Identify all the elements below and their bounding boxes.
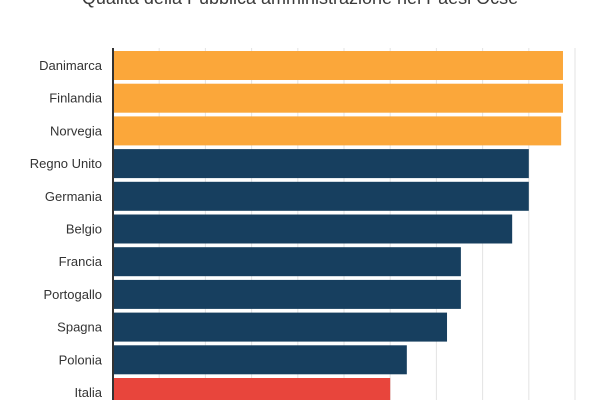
bar-regno-unito <box>114 149 529 179</box>
bar-belgio <box>114 214 513 244</box>
bar-polonia <box>114 345 407 375</box>
category-label: Belgio <box>66 222 102 237</box>
category-label: Finlandia <box>49 91 103 106</box>
category-label: Polonia <box>59 352 103 367</box>
bar-francia <box>114 247 461 277</box>
bar-spagna <box>114 312 448 342</box>
bar-norvegia <box>114 116 562 146</box>
bar-danimarca <box>114 51 563 80</box>
category-label: Spagna <box>57 320 103 335</box>
chart-title: Qualità della Pubblica amministrazione n… <box>0 0 600 9</box>
category-label: Italia <box>75 385 103 400</box>
category-label: Norvegia <box>50 123 103 138</box>
category-label: Regno Unito <box>30 156 102 171</box>
bar-germania <box>114 181 529 211</box>
category-label: Danimarca <box>39 58 103 73</box>
category-label: Portogallo <box>43 287 102 302</box>
bar-italia <box>114 378 391 400</box>
bar-portogallo <box>114 279 461 309</box>
category-label: Francia <box>59 254 103 269</box>
bar-finlandia <box>114 83 563 113</box>
category-label: Germania <box>45 189 103 204</box>
